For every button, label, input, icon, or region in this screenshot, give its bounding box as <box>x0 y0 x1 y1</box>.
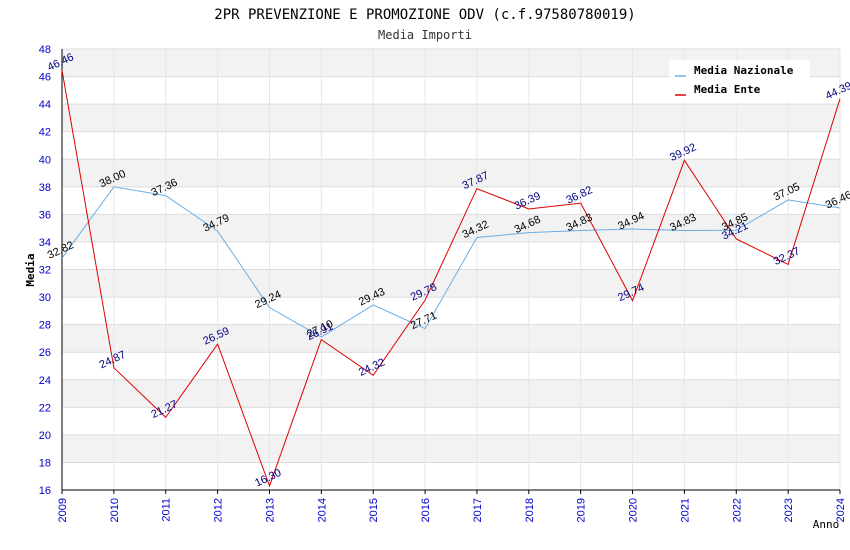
y-tick-label: 48 <box>39 44 51 56</box>
axes <box>61 49 840 491</box>
x-tick-label: 2013 <box>264 498 276 522</box>
chart-subtitle: Media Importi <box>378 28 472 42</box>
plot-band <box>62 379 840 408</box>
y-tick-label: 16 <box>39 485 51 497</box>
plot-band <box>62 159 840 187</box>
y-tick-label: 38 <box>39 182 51 194</box>
series-lines <box>61 70 841 488</box>
plot-background <box>62 49 840 490</box>
x-tick-label: 2015 <box>368 498 380 522</box>
y-tick-label: 22 <box>39 402 51 414</box>
y-tick-label: 20 <box>39 430 51 442</box>
chart-title: 2PR PREVENZIONE E PROMOZIONE ODV (c.f.97… <box>214 7 635 23</box>
y-tick-label: 24 <box>39 375 51 387</box>
x-tick-label: 2010 <box>109 498 121 522</box>
x-tick-label: 2019 <box>576 498 588 522</box>
x-axis-title: Anno <box>813 518 840 531</box>
legend: Media Nazionale Media Ente <box>669 60 810 102</box>
plot-band <box>62 241 840 270</box>
x-tick-label: 2022 <box>731 498 743 522</box>
y-tick-label: 42 <box>39 127 51 139</box>
x-tick-label: 2018 <box>524 498 536 522</box>
y-tick-label: 36 <box>39 209 51 221</box>
y-tick-label: 44 <box>39 99 51 111</box>
x-tick-label: 2012 <box>213 498 225 522</box>
x-tick-label: 2021 <box>679 498 691 522</box>
x-axis-ticks: 2009 2010 2011 2012 2013 2014 2015 2016 2017 2018… <box>57 490 847 522</box>
x-tick-label: 2017 <box>472 498 484 522</box>
x-tick-label: 2009 <box>57 498 69 522</box>
series-line-media-ente <box>61 70 841 488</box>
y-tick-label: 46 <box>39 72 51 84</box>
plot-band <box>62 407 840 435</box>
y-axis-title: Media <box>24 253 37 286</box>
legend-label: Media Ente <box>694 83 761 96</box>
plot-band <box>62 104 840 132</box>
grid-lines <box>61 48 841 491</box>
y-tick-label: 18 <box>39 457 51 469</box>
x-tick-label: 2020 <box>628 498 640 522</box>
x-tick-label: 2011 <box>161 498 173 522</box>
y-tick-label: 32 <box>39 265 51 277</box>
legend-box <box>669 60 810 102</box>
plot-band <box>62 434 840 463</box>
y-tick-label: 34 <box>39 237 51 249</box>
legend-label: Media Nazionale <box>694 64 794 77</box>
plot-band <box>62 324 840 353</box>
y-tick-label: 26 <box>39 347 51 359</box>
plot-band <box>62 214 840 242</box>
series-line-media-nazionale <box>61 186 841 338</box>
x-tick-label: 2024 <box>835 498 847 522</box>
plot-band <box>62 186 840 215</box>
x-tick-label: 2014 <box>316 498 328 522</box>
y-axis-ticks: 16 18 20 22 24 26 28 30 32 34 36 38 40 42 44 46 48 <box>39 44 51 497</box>
plot-band <box>62 297 840 325</box>
x-tick-label: 2023 <box>783 498 795 522</box>
y-tick-label: 40 <box>39 154 51 166</box>
plot-band <box>62 352 840 380</box>
y-tick-label: 30 <box>39 292 51 304</box>
plot-band <box>62 462 840 490</box>
y-tick-label: 28 <box>39 320 51 332</box>
x-tick-label: 2016 <box>420 498 432 522</box>
plot-band <box>62 131 840 160</box>
